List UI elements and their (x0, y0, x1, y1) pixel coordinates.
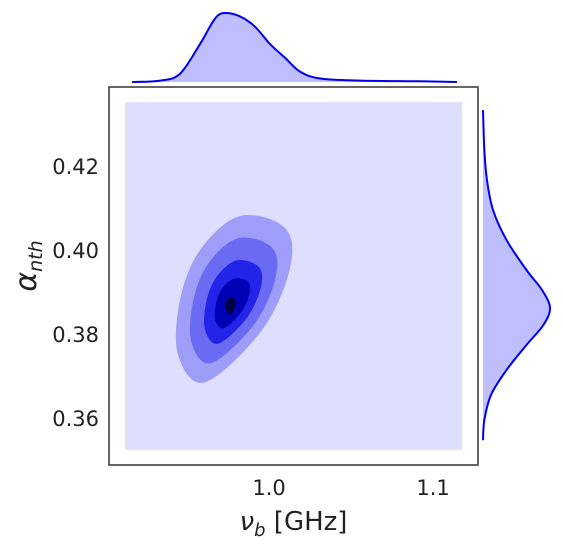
x-tick-label: 1.0 (252, 476, 285, 500)
contour (225, 296, 237, 315)
y-tick-label: 0.38 (52, 323, 99, 347)
density-floor (125, 102, 463, 450)
x-tick-label: 1.1 (416, 476, 449, 500)
x-label-symbol: ν (240, 507, 255, 537)
plot-frame (108, 86, 479, 466)
y-label-symbol: α (9, 272, 44, 292)
x-label-unit: [GHz] (266, 507, 348, 537)
marginal-y-area (483, 110, 551, 441)
marginal-x-area (132, 12, 458, 83)
y-label-sub: nth (25, 240, 47, 272)
y-tick-label: 0.42 (52, 155, 99, 179)
y-axis-label: αnth (9, 240, 47, 291)
marginal-y-line (482, 110, 552, 441)
marginal-x-line (132, 11, 458, 83)
x-axis-label: νb [GHz] (240, 507, 348, 541)
y-tick-label: 0.36 (52, 407, 99, 431)
x-label-sub: b (254, 520, 265, 541)
y-tick-label: 0.40 (52, 239, 99, 263)
